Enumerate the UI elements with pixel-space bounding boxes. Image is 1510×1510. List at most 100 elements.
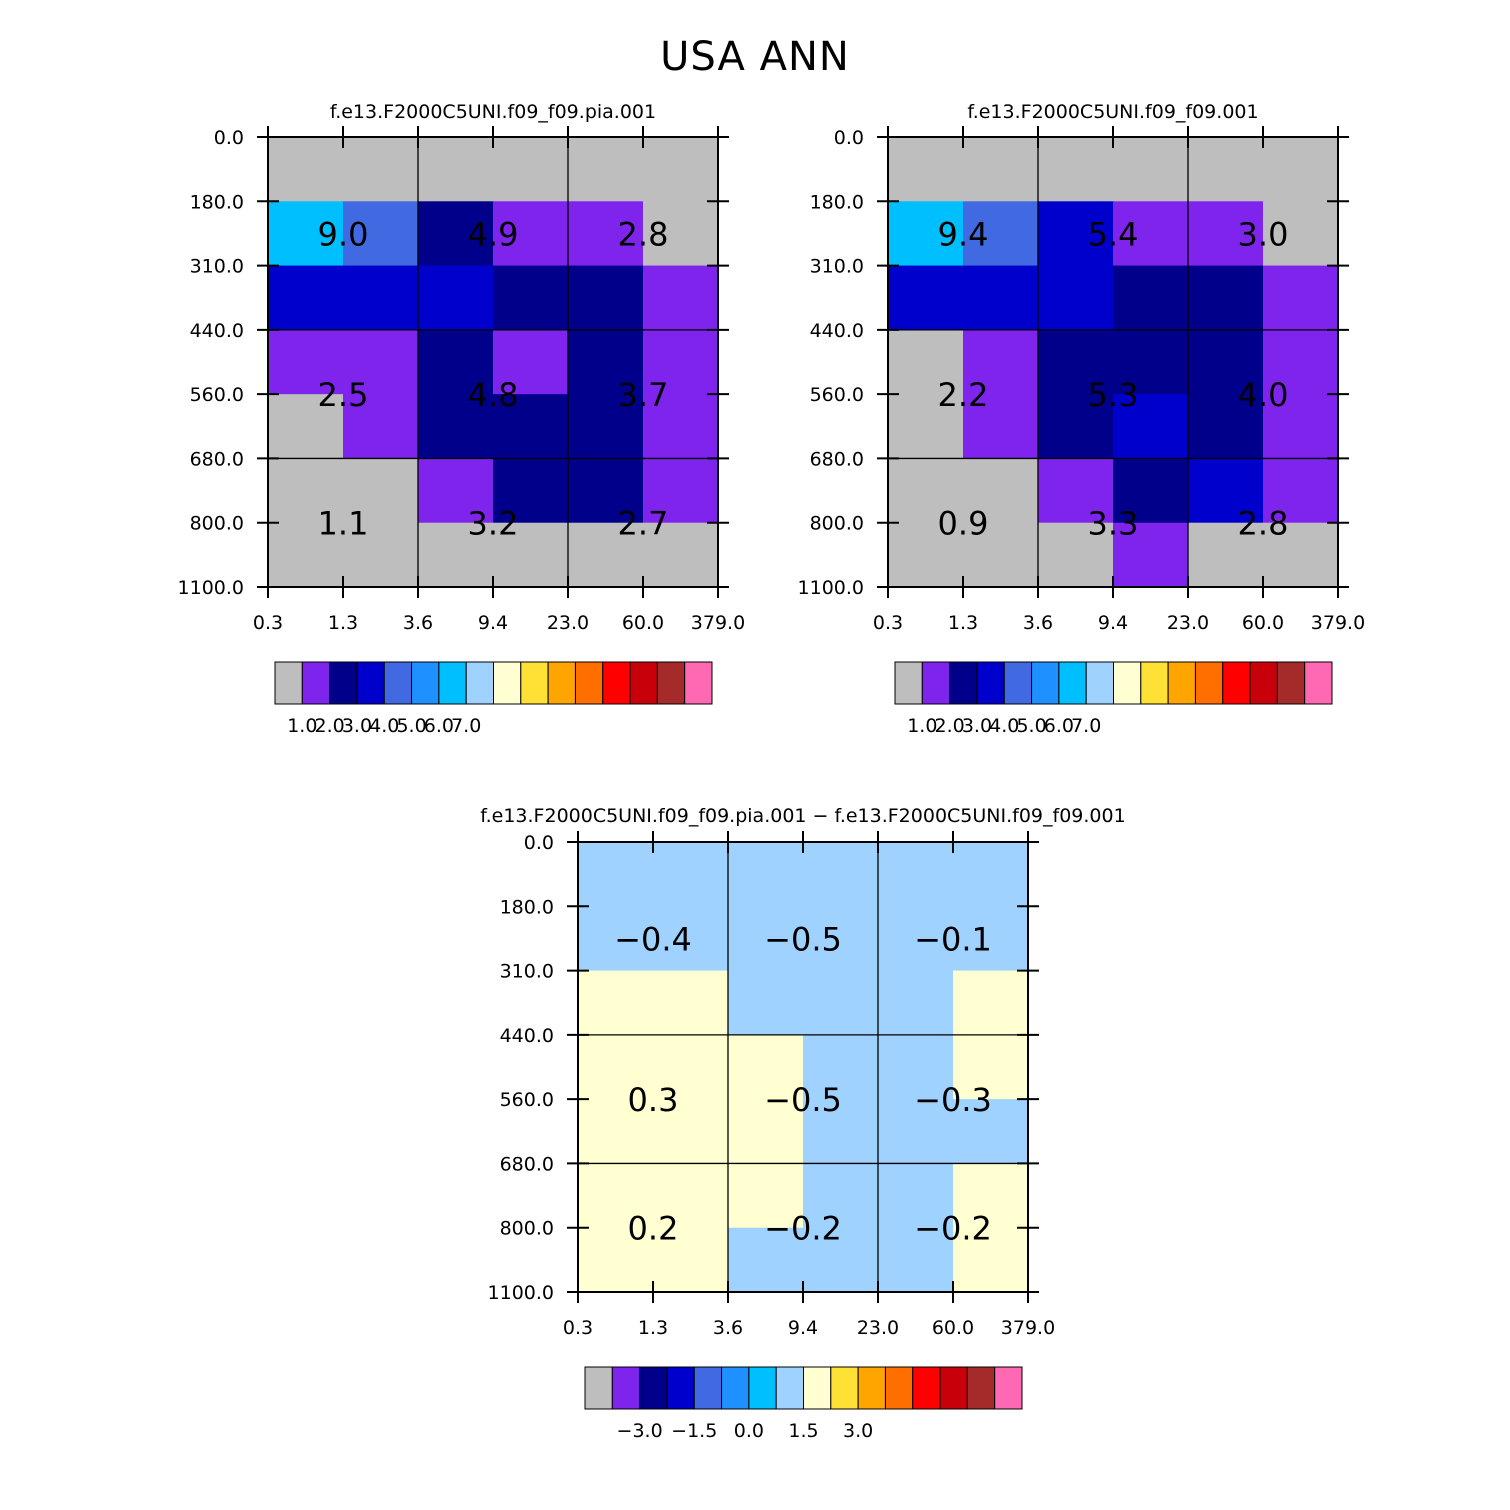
heatmap-cell — [1188, 394, 1264, 459]
colorbar-label: 2.0 — [935, 715, 965, 737]
data-label: 4.0 — [1238, 376, 1289, 414]
heatmap-cell — [643, 137, 719, 202]
heatmap-cell — [1038, 201, 1114, 267]
heatmap-cell — [643, 265, 719, 331]
heatmap-cell — [343, 458, 419, 524]
colorbar-swatch — [949, 661, 978, 705]
heatmap-cell — [268, 329, 344, 395]
heatmap-cell — [1113, 329, 1189, 395]
heatmap-cell — [803, 842, 879, 907]
heatmap-cell — [1188, 201, 1264, 267]
colorbar-swatch — [1194, 661, 1224, 705]
x-tick-label: 1.3 — [638, 1317, 668, 1339]
heatmap-cell — [803, 1163, 879, 1229]
colorbar-label: −1.5 — [671, 1420, 717, 1442]
y-tick-label: 680.0 — [190, 448, 244, 470]
heatmap-cell — [888, 522, 964, 588]
heatmap-cell — [1038, 522, 1114, 588]
data-label: −0.4 — [614, 920, 692, 958]
heatmap-cell — [963, 394, 1039, 459]
x-tick-label: 379.0 — [691, 612, 745, 634]
heatmap-cell — [653, 842, 729, 907]
heatmap-cell — [878, 1099, 954, 1164]
colorbar-swatch — [666, 1366, 695, 1410]
heatmap-cell — [803, 906, 879, 972]
heatmap-cell — [268, 201, 344, 267]
y-tick-label: 180.0 — [810, 191, 864, 213]
data-label: −0.2 — [764, 1210, 842, 1248]
heatmap-cell — [728, 1163, 804, 1229]
data-label: 3.2 — [468, 505, 519, 543]
heatmap-cell — [1038, 458, 1114, 524]
heatmap-cell — [1188, 137, 1264, 202]
colorbar-swatch — [656, 661, 686, 705]
heatmap-cell — [878, 1227, 954, 1293]
heatmap-cell — [963, 522, 1039, 588]
colorbar-swatch — [356, 661, 385, 705]
heatmap-cell — [578, 1099, 654, 1164]
heatmap-cell — [653, 1163, 729, 1229]
figure-title: USA ANN — [660, 34, 850, 80]
data-label: 3.3 — [1088, 505, 1139, 543]
heatmap-cell — [1263, 522, 1339, 588]
heatmap-cell — [1263, 137, 1339, 202]
colorbar-label: 1.0 — [287, 715, 317, 737]
x-tick-label: 9.4 — [1098, 612, 1128, 634]
data-label: 3.0 — [1238, 215, 1289, 253]
heatmap-cell — [418, 137, 494, 202]
heatmap-cell — [878, 906, 954, 972]
heatmap-cell — [953, 842, 1029, 907]
heatmap-cell — [1263, 394, 1339, 459]
heatmap-cell — [653, 1034, 729, 1100]
colorbar-swatch — [1276, 661, 1306, 705]
data-label: 9.4 — [938, 215, 989, 253]
y-tick-label: 800.0 — [500, 1218, 554, 1240]
y-tick-label: 310.0 — [190, 256, 244, 278]
heatmap-cell — [888, 137, 964, 202]
chart-panel-1: f.e13.F2000C5UNI.f09_f09.pia.001 9.0 4.9 2.… — [178, 101, 746, 737]
heatmap-cell — [953, 1099, 1029, 1164]
colorbar-swatch — [693, 1366, 723, 1410]
heatmap-cell — [878, 1163, 954, 1229]
heatmap-cell — [1113, 265, 1189, 331]
heatmap-cell — [1188, 265, 1264, 331]
heatmap-cell — [1113, 137, 1189, 202]
colorbar-swatch — [748, 1366, 777, 1410]
data-label: 2.8 — [618, 215, 669, 253]
y-tick-label: 800.0 — [810, 513, 864, 535]
heatmap-cell — [888, 458, 964, 524]
colorbar-swatch — [1222, 661, 1251, 705]
heatmap-cell — [418, 394, 494, 459]
heatmap-cell — [568, 458, 644, 524]
colorbar-swatch — [438, 661, 467, 705]
heatmap-cell — [578, 906, 654, 972]
colorbar-swatch — [602, 661, 631, 705]
x-tick-label: 1.3 — [328, 612, 358, 634]
heatmap-cell — [578, 1227, 654, 1293]
heatmap-cell — [878, 1034, 954, 1100]
heatmap-cell — [728, 970, 804, 1036]
heatmap-cell — [1188, 329, 1264, 395]
heatmap-cell — [578, 842, 654, 907]
heatmap-cell — [643, 522, 719, 588]
heatmap-cell — [1188, 522, 1264, 588]
x-tick-label: 23.0 — [1167, 612, 1209, 634]
heatmap-cell — [578, 1163, 654, 1229]
data-label: −0.1 — [914, 920, 992, 958]
heatmap-cell — [268, 137, 344, 202]
colorbar-label: 3.0 — [843, 1420, 873, 1442]
colorbar-label: 6.0 — [424, 715, 454, 737]
colorbar-swatch — [994, 1366, 1023, 1410]
y-tick-label: 1100.0 — [488, 1282, 554, 1304]
data-label: 2.8 — [1238, 505, 1289, 543]
heatmap-cell — [643, 394, 719, 459]
heatmap-cell — [568, 137, 644, 202]
colorbar-swatch — [465, 661, 494, 705]
colorbar-swatch — [939, 1366, 968, 1410]
colorbar-swatch — [547, 661, 576, 705]
y-tick-label: 180.0 — [190, 191, 244, 213]
colorbar-swatch — [329, 661, 358, 705]
heatmap-cell — [643, 458, 719, 524]
heatmap-cell — [803, 1227, 879, 1293]
